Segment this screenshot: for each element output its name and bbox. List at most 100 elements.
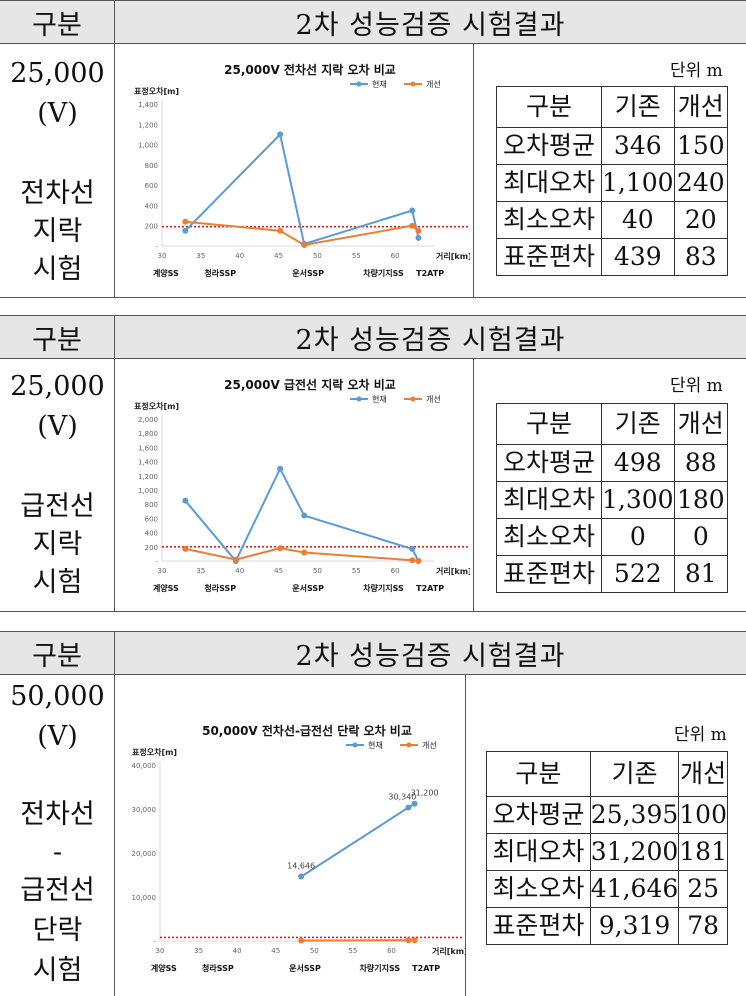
station-label: 청라SSP bbox=[202, 963, 234, 973]
station-label: 청라SSP bbox=[204, 583, 236, 593]
table-header-cell: 구분 bbox=[496, 86, 602, 128]
chart-title: 50,000V 전차선-급전선 단락 오차 비교 bbox=[202, 723, 412, 738]
x-tick-label: 35 bbox=[196, 252, 205, 260]
error-chart: 25,000V 급전선 지락 오차 비교 표정오차[m] 현재 개선 - 200 400 60… bbox=[130, 375, 472, 603]
table-header-cell: 개선 bbox=[678, 751, 728, 797]
x-tick-label: 40 bbox=[235, 567, 244, 575]
table-row: 표준편차 522 81 bbox=[496, 555, 729, 593]
chart-title: 25,000V 급전선 지락 오차 비교 bbox=[224, 377, 396, 392]
table-header-cell: 개선 bbox=[673, 86, 729, 128]
table-cell: 81 bbox=[673, 555, 729, 593]
x-tick-label: 45 bbox=[271, 947, 280, 955]
voltage-unit: (V) bbox=[37, 721, 78, 752]
x-tick-label: 35 bbox=[194, 947, 203, 955]
station-label: 운서SSP bbox=[292, 268, 324, 278]
table-cell: 오차평균 bbox=[496, 127, 602, 165]
station-label: 운서SSP bbox=[289, 963, 321, 973]
x-axis-label: 거리[km] bbox=[436, 566, 470, 576]
table-cell: 오차평균 bbox=[496, 444, 602, 482]
station-label: 계양SS bbox=[153, 583, 179, 593]
data-point bbox=[301, 512, 308, 519]
data-point bbox=[182, 227, 189, 234]
x-tick-label: 60 bbox=[391, 567, 400, 575]
section-2: 구분 2차 성능검증 시험결과 25,000 (V) 급전선 지락 시험 25,… bbox=[0, 315, 746, 612]
data-point bbox=[415, 558, 422, 564]
header-col-category: 구분 bbox=[0, 316, 115, 358]
y-tick-label: 200 bbox=[145, 223, 158, 231]
column-divider bbox=[473, 359, 474, 611]
table-cell: 41,646 bbox=[589, 870, 680, 908]
table-cell: 표준편차 bbox=[486, 907, 591, 945]
table-cell: 522 bbox=[601, 555, 675, 593]
data-point bbox=[182, 545, 189, 552]
y-tick-label: 1,000 bbox=[138, 487, 158, 495]
unit-label: 단위 m bbox=[670, 376, 723, 396]
station-label: T2ATP bbox=[412, 964, 440, 973]
y-tick-label: 200 bbox=[145, 544, 158, 552]
series-line bbox=[300, 802, 416, 878]
y-tick-label: 10,000 bbox=[132, 894, 157, 902]
data-point bbox=[405, 937, 412, 944]
test-type-line-1: 전차선 bbox=[20, 799, 95, 830]
data-label: 31,200 bbox=[411, 789, 439, 798]
table-row: 오차평균 346 150 bbox=[496, 127, 729, 165]
table-row: 최소오차 40 20 bbox=[496, 201, 729, 239]
data-point bbox=[232, 556, 239, 563]
x-tick-label: 50 bbox=[310, 947, 319, 955]
y-tick-label: 2,000 bbox=[138, 416, 158, 424]
section-header: 구분 2차 성능검증 시험결과 bbox=[0, 315, 746, 359]
station-label: 계양SS bbox=[153, 268, 179, 278]
header-col-title: 2차 성능검증 시험결과 bbox=[295, 640, 566, 672]
y-tick-label: 1,400 bbox=[138, 459, 158, 467]
test-type-line-1: 급전선 bbox=[20, 491, 95, 522]
y-tick-label: 1,600 bbox=[138, 444, 158, 452]
header-col-category: 구분 bbox=[0, 1, 115, 43]
legend-marker bbox=[356, 396, 362, 402]
y-tick-label: 1,200 bbox=[138, 121, 158, 129]
table-cell: 180 bbox=[673, 481, 729, 519]
column-divider bbox=[465, 675, 466, 996]
data-point bbox=[415, 227, 422, 234]
y-tick-label: - bbox=[155, 558, 158, 566]
legend-label: 개선 bbox=[426, 79, 441, 89]
data-point bbox=[182, 497, 189, 504]
station-label: T2ATP bbox=[416, 269, 444, 278]
section-body: 25,000 (V) 급전선 지락 시험 25,000V 급전선 지락 오차 비… bbox=[0, 359, 746, 612]
data-point bbox=[409, 207, 416, 214]
y-tick-label: 20,000 bbox=[132, 850, 157, 858]
x-tick-label: 45 bbox=[274, 567, 283, 575]
y-tick-label: 600 bbox=[145, 515, 158, 523]
station-label: 운서SSP bbox=[292, 583, 324, 593]
y-tick-label: 1,200 bbox=[138, 473, 158, 481]
test-type-line-2: 지락 bbox=[32, 216, 83, 247]
table-cell: 최대오차 bbox=[486, 833, 591, 871]
x-tick-label: 40 bbox=[233, 947, 242, 955]
data-point bbox=[182, 218, 189, 225]
test-type-line-3: 시험 bbox=[32, 567, 83, 598]
table-header-row: 구분 기존 개선 bbox=[496, 403, 729, 445]
table-row: 오차평균 498 88 bbox=[496, 444, 729, 482]
table-cell: 40 bbox=[601, 201, 675, 239]
voltage-value: 25,000 bbox=[10, 58, 105, 89]
voltage-value: 25,000 bbox=[10, 371, 105, 402]
table-cell: 오차평균 bbox=[486, 796, 591, 834]
data-point bbox=[405, 804, 412, 811]
data-point bbox=[301, 549, 308, 556]
legend-label: 개선 bbox=[422, 740, 437, 750]
y-tick-label: 1,400 bbox=[138, 101, 158, 109]
y-tick-label: 1,800 bbox=[138, 430, 158, 438]
table-cell: 최대오차 bbox=[496, 164, 602, 202]
table-header-cell: 구분 bbox=[496, 403, 602, 445]
test-type-line-1: 전차선 bbox=[20, 178, 95, 209]
table-cell: 25 bbox=[678, 870, 728, 908]
y-tick-label: - bbox=[153, 938, 156, 946]
table-cell: 0 bbox=[673, 518, 729, 556]
test-type-line-5: 시험 bbox=[32, 955, 83, 986]
x-tick-label: 30 bbox=[158, 252, 167, 260]
error-chart: 25,000V 전차선 지락 오차 비교 표정오차[m] 현재 개선 - 200 400 60… bbox=[130, 60, 472, 288]
data-point bbox=[277, 131, 284, 138]
test-type-line-4: 단락 bbox=[32, 915, 83, 946]
data-point bbox=[277, 227, 284, 234]
x-tick-label: 55 bbox=[352, 252, 361, 260]
